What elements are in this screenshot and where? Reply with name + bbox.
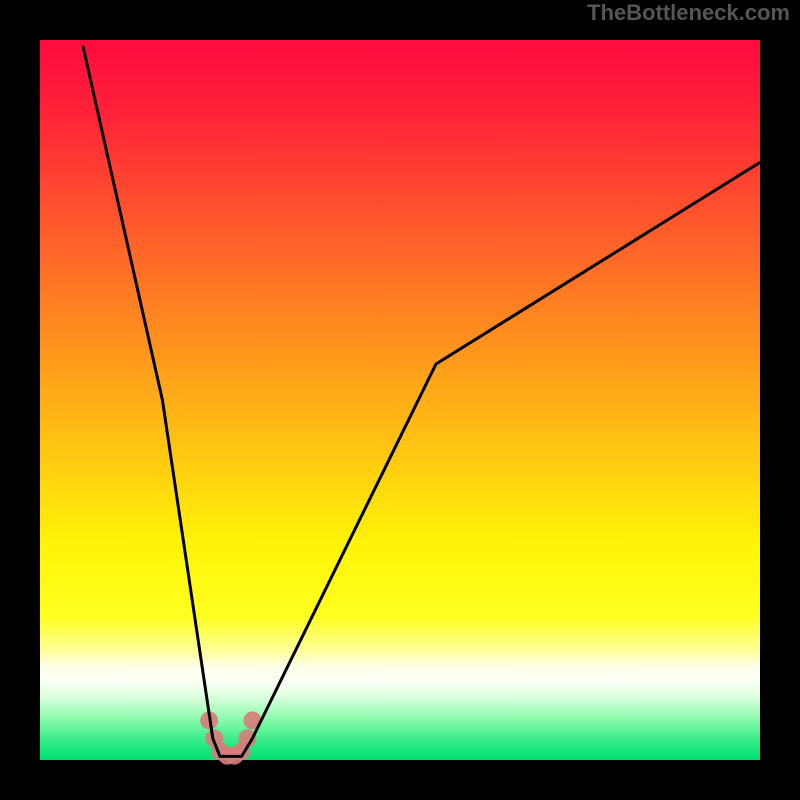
chart-canvas: TheBottleneck.com — [0, 0, 800, 800]
chart-svg — [0, 0, 800, 800]
gradient-background — [40, 40, 760, 760]
watermark-text: TheBottleneck.com — [587, 0, 790, 26]
